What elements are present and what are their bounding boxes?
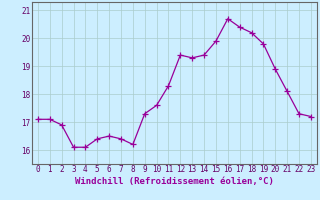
X-axis label: Windchill (Refroidissement éolien,°C): Windchill (Refroidissement éolien,°C) (75, 177, 274, 186)
